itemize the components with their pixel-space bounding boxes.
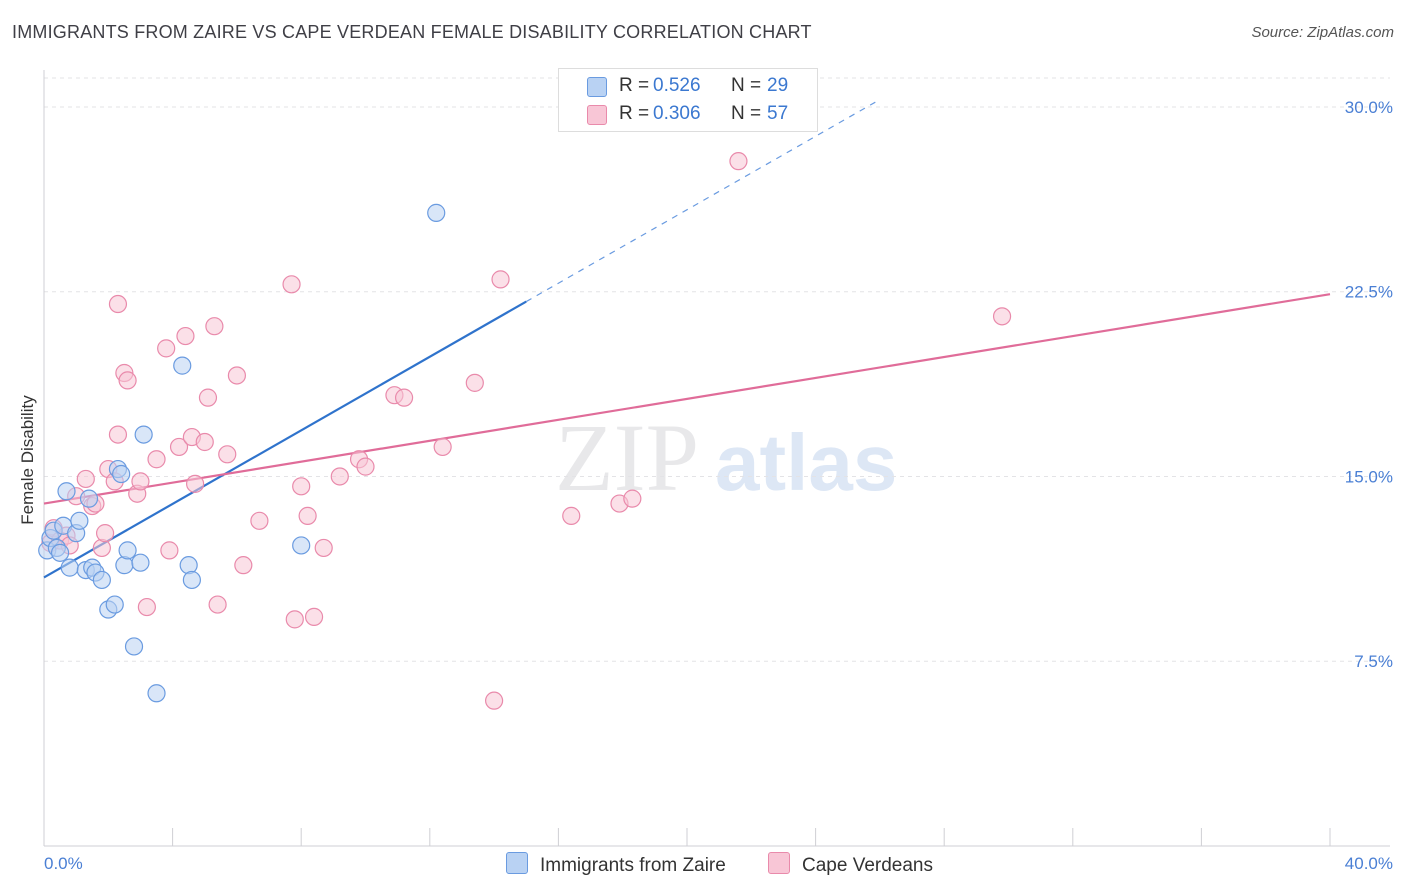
legend-r-label: R = [619, 75, 650, 96]
capeverde-point [491, 270, 510, 289]
capeverde-point [227, 366, 246, 385]
bottom-legend-zaire: Immigrants from Zaire [506, 852, 726, 877]
x-tick-label: 0.0% [44, 854, 83, 873]
legend-n-value: 29 [767, 75, 789, 96]
trend-lines [43, 99, 1331, 579]
y-tick-label: 30.0% [1345, 98, 1393, 117]
zaire-point [134, 425, 153, 444]
capeverde-point [304, 607, 324, 626]
capeverde-point [298, 506, 317, 525]
zaire-point [182, 570, 201, 590]
capeverde-point [292, 477, 311, 496]
capeverde-point [186, 474, 205, 493]
capeverde-point [205, 317, 224, 336]
capeverde-trend-line [43, 293, 1331, 505]
capeverde-point [95, 524, 115, 543]
zaire-point [118, 541, 137, 560]
y-tick-label: 7.5% [1354, 652, 1393, 671]
capeverde-point [169, 437, 189, 457]
zaire-point [124, 637, 144, 656]
capeverde-point [108, 294, 128, 314]
capeverde-point [76, 469, 95, 489]
legend-swatch-blue [587, 77, 607, 97]
legend-n-value: 57 [767, 103, 789, 124]
capeverde-point [465, 373, 484, 392]
zaire-point [105, 595, 124, 614]
zaire-point [173, 356, 192, 375]
y-tick-labels: 7.5% 15.0% 22.5% 30.0% [1345, 98, 1393, 671]
bottom-legend-label: Immigrants from Zaire [540, 855, 726, 876]
capeverde-point [433, 437, 452, 457]
zaire-point [79, 489, 99, 508]
capeverde-point [195, 432, 214, 452]
zaire-point [147, 684, 166, 703]
zaire-point [112, 464, 131, 484]
capeverde-point [485, 691, 504, 710]
zaire-point [292, 536, 311, 555]
capeverde-point [218, 445, 237, 464]
bottom-legend-capeverde: Cape Verdeans [768, 852, 933, 877]
zaire-trend-extension [525, 99, 881, 303]
zaire-point [92, 570, 111, 590]
zaire-point [57, 482, 76, 501]
capeverde-point [314, 538, 333, 558]
zaire-point [179, 556, 198, 575]
legend-r-label: R = [619, 103, 650, 124]
capeverde-point [176, 326, 195, 346]
watermark-atlas: atlas [715, 418, 897, 507]
legend-n-label: N = [731, 75, 762, 96]
zaire-point [115, 556, 134, 575]
capeverde-point [92, 538, 111, 558]
zaire-point [131, 553, 150, 572]
capeverde-point [131, 472, 150, 491]
capeverde-point [234, 556, 253, 575]
capeverde-point [729, 152, 748, 171]
capeverde-point [250, 511, 269, 530]
zaire-point [427, 203, 446, 222]
bottom-legend-label: Cape Verdeans [802, 855, 933, 876]
capeverde-point [356, 457, 375, 476]
zaire-point [70, 511, 89, 530]
y-tick-label: 15.0% [1345, 467, 1393, 486]
zaire-point [60, 558, 79, 577]
capeverde-point [137, 597, 156, 617]
x-tick-labels: 0.0% 40.0% [44, 854, 1393, 873]
capeverde-point [562, 506, 581, 525]
capeverde-point [198, 388, 218, 407]
zaire-point [50, 543, 70, 562]
x-tick-label: 40.0% [1345, 854, 1393, 873]
capeverde-point [282, 275, 301, 294]
capeverde-point [108, 425, 128, 444]
capeverde-point [330, 467, 349, 486]
capeverde-point [157, 339, 176, 358]
capeverde-point [394, 388, 414, 407]
axes [43, 70, 1390, 847]
capeverde-point [285, 610, 304, 629]
bottom-legend-swatch-pink [768, 852, 790, 874]
data-points [38, 152, 1012, 710]
legend-r-value: 0.306 [653, 103, 701, 124]
chart-title: IMMIGRANTS FROM ZAIRE VS CAPE VERDEAN FE… [12, 22, 812, 42]
legend-n-label: N = [731, 103, 762, 124]
stats-legend: R = 0.526 N = 29 R = 0.306 N = 57 [558, 68, 818, 132]
capeverde-point [147, 450, 166, 469]
bottom-legend-swatch-blue [506, 852, 528, 874]
source-label: Source: ZipAtlas.com [1251, 24, 1394, 41]
capeverde-point [623, 489, 642, 508]
capeverde-point [208, 595, 227, 614]
y-tick-label: 22.5% [1345, 283, 1393, 302]
capeverde-point [118, 371, 137, 390]
legend-swatch-pink [587, 105, 607, 125]
legend-r-value: 0.526 [653, 75, 701, 96]
capeverde-point [992, 307, 1012, 326]
zaire-trend-line [43, 300, 527, 579]
capeverde-point [160, 541, 179, 560]
